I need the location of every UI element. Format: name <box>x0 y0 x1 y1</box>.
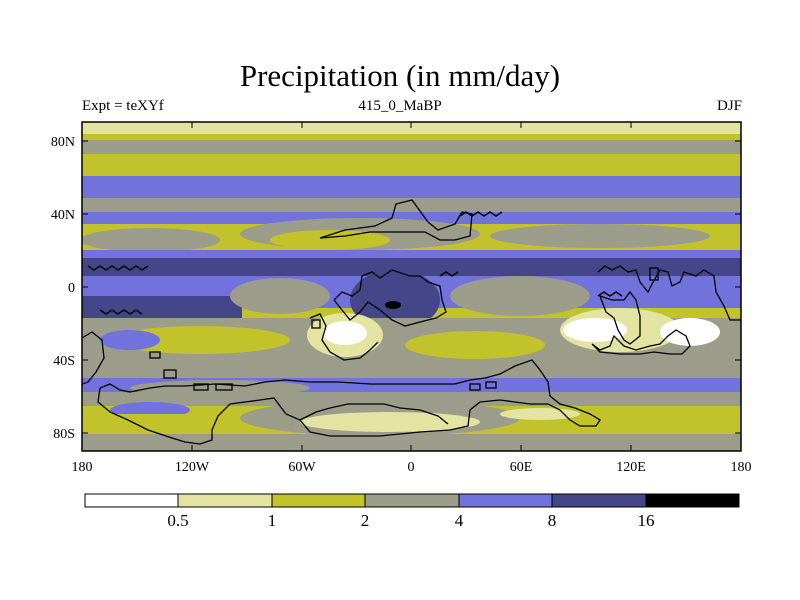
band-itcz-dark <box>82 258 741 276</box>
y-tick-label: 80N <box>51 135 75 150</box>
island-b <box>215 383 233 391</box>
patch-indian-gray <box>450 276 590 316</box>
x-tick-label: 60E <box>510 460 533 475</box>
island-a <box>193 383 209 391</box>
hatch-north-pacific <box>87 265 149 271</box>
coastline-antarctic <box>82 331 105 385</box>
hatch-asia-north <box>459 211 503 217</box>
colorbar-label: 1 <box>268 511 277 530</box>
x-tick-label: 120E <box>616 460 646 475</box>
x-tick-label: 0 <box>408 460 415 475</box>
band-60n-yellow <box>82 156 741 174</box>
colorbar-swatch-1 <box>84 493 179 508</box>
experiment-label: Expt = teXYf <box>82 98 164 114</box>
coastline-north-continent <box>319 199 473 241</box>
colorbar-label: 2 <box>361 511 370 530</box>
coastline-west-island-arc <box>309 313 379 361</box>
coastline-southern-interior <box>299 403 449 425</box>
island-g <box>485 381 497 389</box>
colorbar-swatch-6 <box>551 493 647 508</box>
x-tick-label: 120W <box>175 460 210 475</box>
patch-dry-east-core-a <box>563 318 627 342</box>
x-tick-label: 60W <box>288 460 316 475</box>
x-tick-label: 180 <box>731 460 752 475</box>
hatch-tropic-b <box>597 291 623 297</box>
patch-max-wet-dark <box>350 270 440 330</box>
patch-subtrop-yellow-a <box>110 326 290 354</box>
colorbar-label: 0.5 <box>167 511 188 530</box>
patch-max-wet-black <box>385 301 401 309</box>
patch-atlantic-trop-gray <box>230 278 330 314</box>
coastline-india-peninsula <box>599 290 641 345</box>
y-tick-label: 40N <box>51 208 75 223</box>
colorbar-swatch-3 <box>271 493 366 508</box>
island-h <box>649 267 659 281</box>
colorbar-labels: 0.5 1 2 4 8 16 <box>167 511 654 530</box>
patch-subtrop-yellow-b <box>405 331 545 359</box>
y-axis-labels: 80N 40N 0 40S 80S <box>51 135 75 442</box>
patch-pacific-gray <box>82 228 220 252</box>
island-c <box>163 369 177 379</box>
colorbar-label: 8 <box>548 511 557 530</box>
precipitation-field <box>82 122 741 451</box>
patch-antarctic-pale <box>300 412 480 432</box>
patch-asia-gray <box>490 224 710 248</box>
coastline-southern-continent <box>97 359 601 445</box>
band-55n-blue <box>82 176 741 198</box>
colorbar-swatch-5 <box>458 493 553 508</box>
tick-marks <box>81 122 742 451</box>
band-80s-gray <box>82 434 741 451</box>
colorbar-swatch-2 <box>177 493 273 508</box>
coastline-australia <box>591 329 691 355</box>
coastlines <box>82 199 741 445</box>
y-tick-label: 0 <box>68 281 75 296</box>
band-south-trop-dark <box>82 296 242 318</box>
colorbar-label: 4 <box>455 511 464 530</box>
hatch-south-pacific <box>99 309 143 315</box>
band-70n-gray <box>82 140 741 154</box>
band-60s-gray <box>82 392 741 406</box>
colorbar-label: 16 <box>638 511 655 530</box>
y-tick-label: 40S <box>53 354 75 369</box>
island-d <box>149 351 161 359</box>
season-label: DJF <box>716 98 742 114</box>
colorbar-swatch-7 <box>645 493 740 508</box>
patch-atlantic-yellow <box>270 230 390 250</box>
age-label: 415_0_MaBP <box>358 98 442 114</box>
island-e <box>311 319 321 329</box>
x-tick-label: 180 <box>72 460 93 475</box>
patch-dry-west-core <box>323 321 367 345</box>
x-axis-labels: 180 120W 60W 0 60E 120E 180 <box>72 460 752 475</box>
colorbar-swatch-4 <box>364 493 460 508</box>
patch-antarctic-east-pale <box>500 408 580 420</box>
chart-title: Precipitation (in mm/day) <box>239 58 561 93</box>
band-40n-blue <box>82 212 741 224</box>
island-f <box>469 383 481 391</box>
patch-dry-east-core-b <box>660 318 720 346</box>
patch-sw-blue <box>100 330 160 350</box>
hatch-tropic-a <box>439 271 459 277</box>
coastline-west-africa <box>333 269 447 327</box>
band-45n-gray <box>82 198 741 214</box>
hatch-marks <box>87 211 623 315</box>
colorbar <box>84 493 740 508</box>
y-tick-label: 80S <box>53 427 75 442</box>
coastline-asia-east <box>597 265 741 321</box>
